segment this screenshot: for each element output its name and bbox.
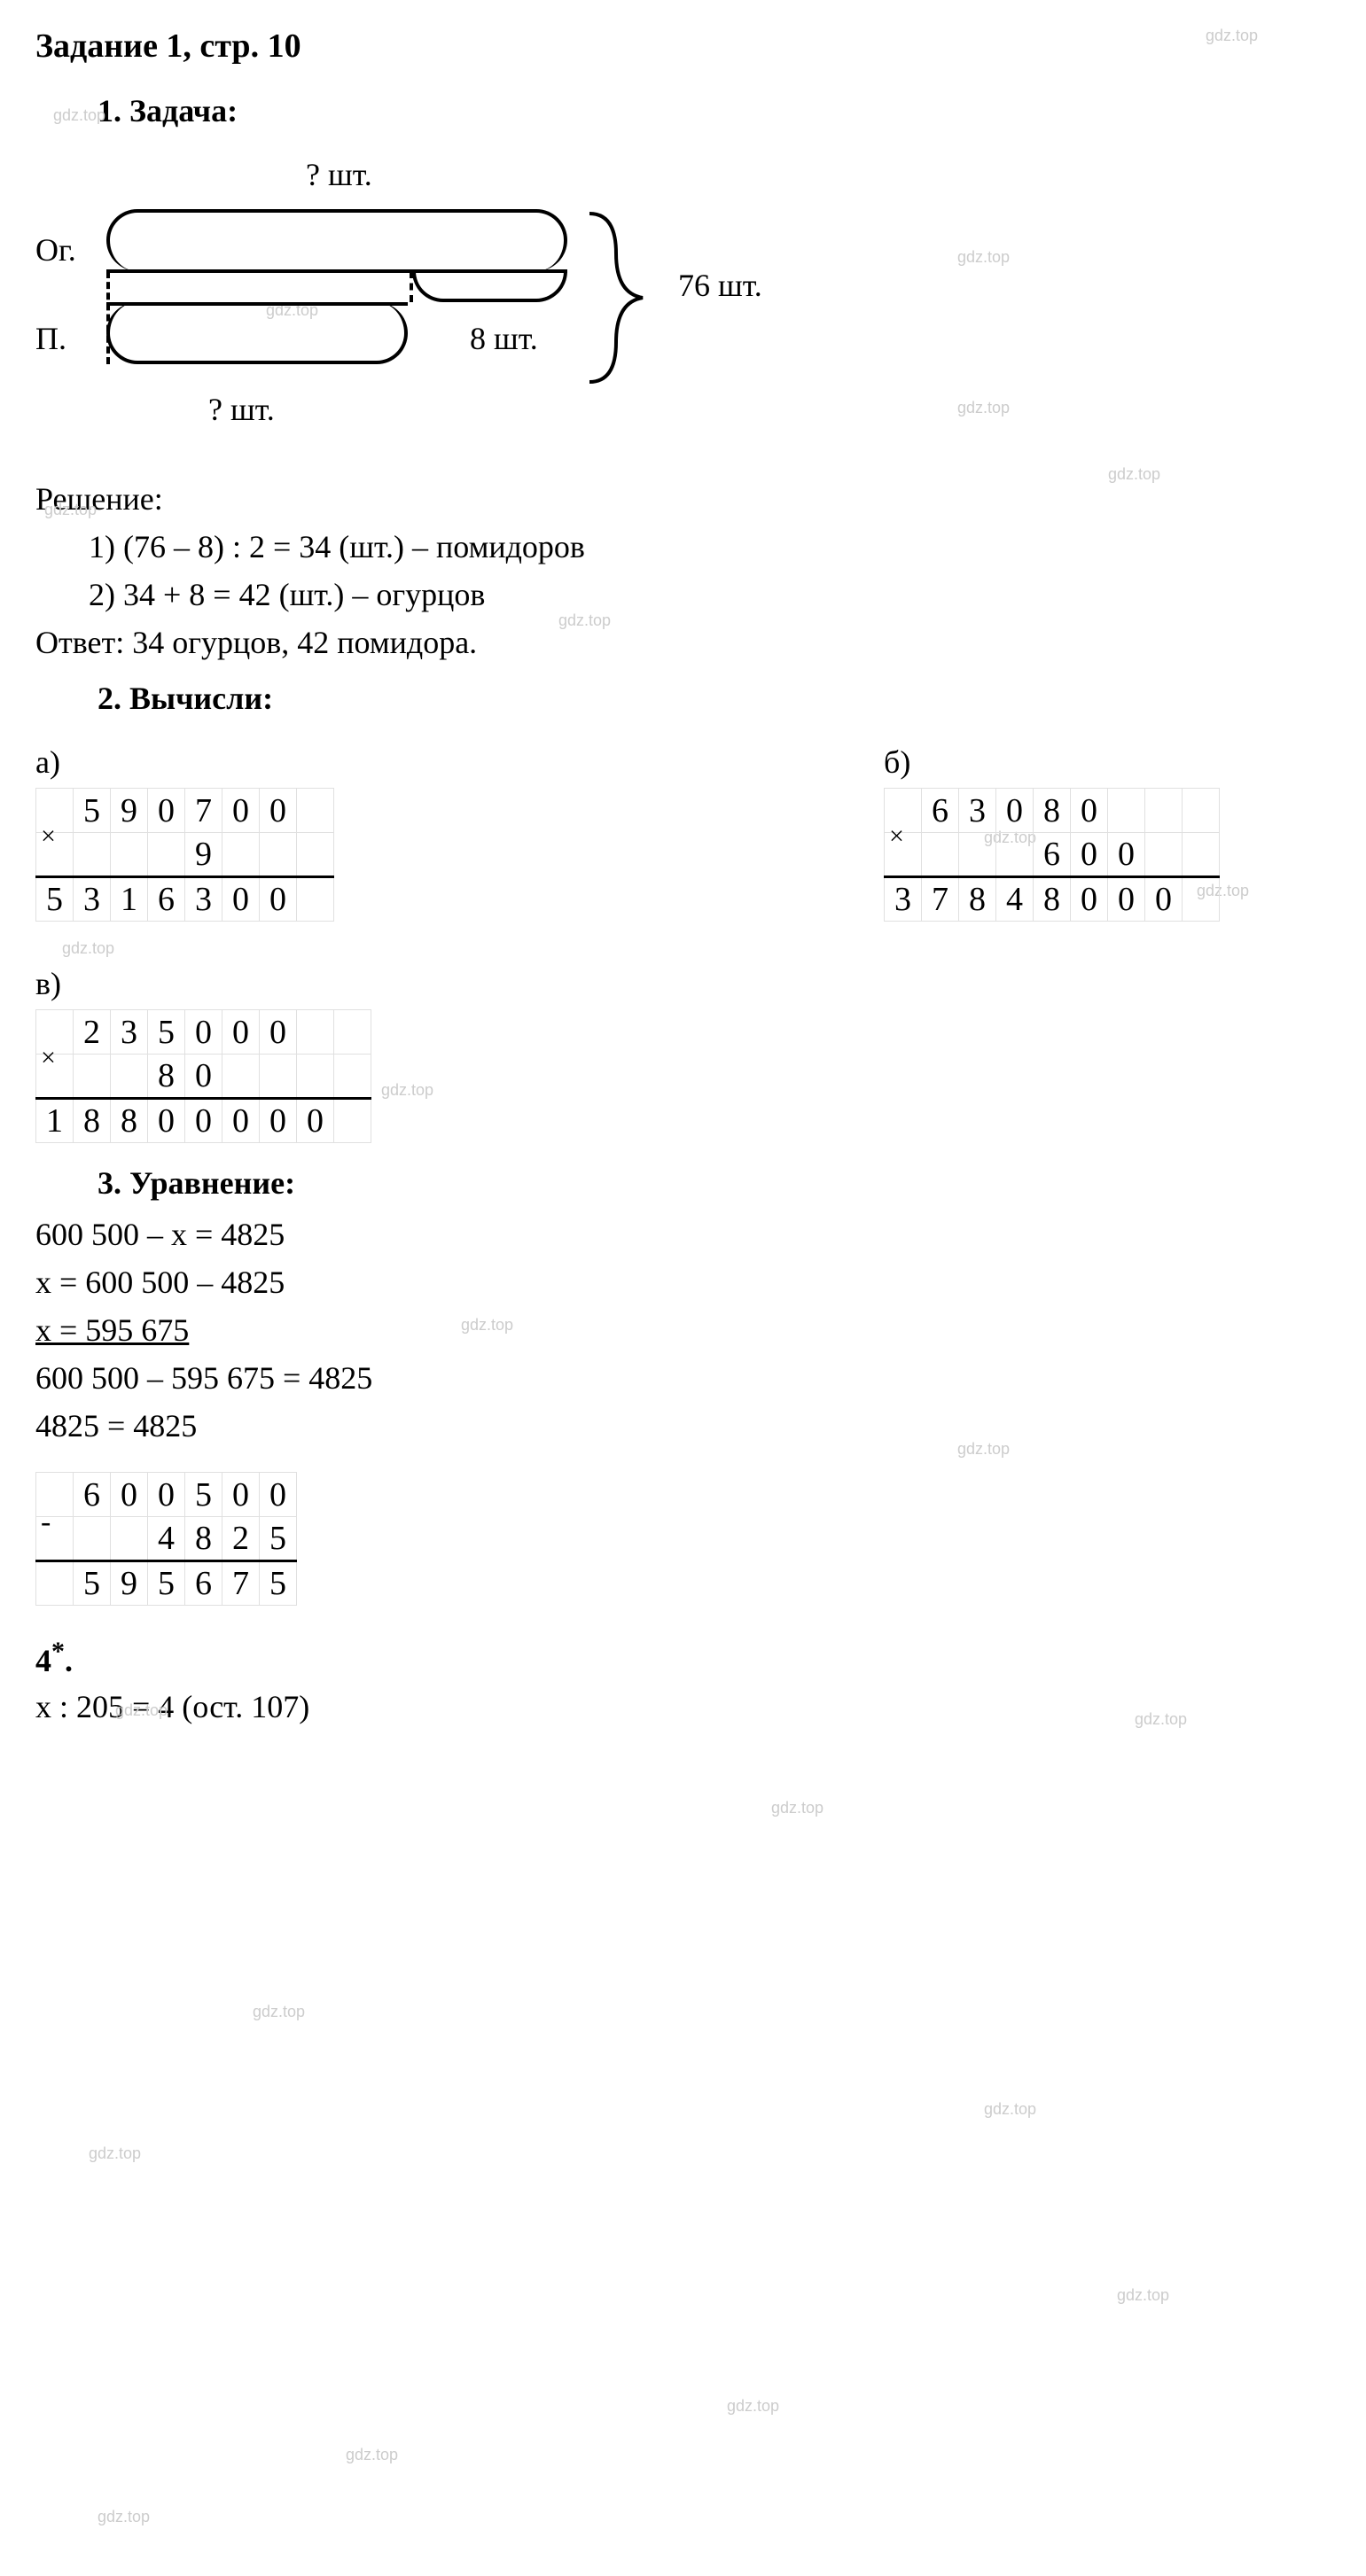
mult-sign: × bbox=[889, 821, 904, 852]
watermark: gdz.top bbox=[381, 1081, 433, 1100]
solution-line2: 2) 34 + 8 = 42 (шт.) – огурцов bbox=[89, 571, 1331, 619]
calc-b-label: б) bbox=[884, 743, 1220, 781]
eq-line5: 4825 = 4825 bbox=[35, 1402, 1331, 1450]
tomato-line bbox=[106, 302, 408, 306]
watermark: gdz.top bbox=[115, 1701, 168, 1720]
watermark: gdz.top bbox=[461, 1316, 513, 1335]
dash-mid bbox=[410, 271, 413, 302]
minus-sign: - bbox=[41, 1506, 51, 1539]
watermark: gdz.top bbox=[727, 2397, 779, 2416]
p-label: П. bbox=[35, 320, 66, 357]
calc-c-table: 2350008018800000 bbox=[35, 1009, 371, 1143]
watermark: gdz.top bbox=[957, 399, 1010, 417]
calc-b-table: 6308060037848000 bbox=[884, 788, 1220, 922]
section2-heading: 2. Вычисли: bbox=[98, 680, 1331, 717]
top-qty-label: ? шт. bbox=[306, 156, 372, 193]
eight-label: 8 шт. bbox=[470, 320, 538, 357]
calc-b: б) 6308060037848000× bbox=[884, 743, 1220, 930]
watermark: gdz.top bbox=[771, 1799, 824, 1817]
calc-c-label: в) bbox=[35, 965, 1331, 1002]
watermark: gdz.top bbox=[1135, 1710, 1187, 1729]
watermark: gdz.top bbox=[53, 106, 105, 125]
watermark: gdz.top bbox=[984, 2100, 1036, 2119]
eq-line3: x = 595 675 bbox=[35, 1306, 1331, 1354]
calc-a: а) 59070095316300× bbox=[35, 743, 334, 930]
watermark: gdz.top bbox=[1206, 27, 1258, 45]
watermark: gdz.top bbox=[346, 2446, 398, 2464]
calc-3-table: 6005004825595675 bbox=[35, 1472, 297, 1606]
page-title: Задание 1, стр. 10 bbox=[35, 27, 1331, 66]
eq-line1: 600 500 – x = 4825 bbox=[35, 1210, 1331, 1258]
watermark: gdz.top bbox=[1108, 465, 1160, 484]
brace-icon bbox=[581, 209, 660, 386]
mult-sign: × bbox=[41, 1043, 56, 1073]
calc-a-label: а) bbox=[35, 743, 334, 781]
equation-block: 600 500 – x = 4825 x = 600 500 – 4825 x … bbox=[35, 1210, 1331, 1450]
watermark: gdz.top bbox=[1117, 2286, 1169, 2305]
watermark: gdz.top bbox=[98, 2508, 150, 2526]
watermark: gdz.top bbox=[62, 939, 114, 958]
calc-a-table: 59070095316300 bbox=[35, 788, 334, 922]
watermark: gdz.top bbox=[558, 611, 611, 630]
solution-answer: Ответ: 34 огурцов, 42 помидора. bbox=[35, 619, 1331, 666]
watermark: gdz.top bbox=[957, 248, 1010, 267]
mult-sign: × bbox=[41, 821, 56, 852]
tomato-bar bbox=[106, 302, 408, 364]
solution-block: Решение: 1) (76 – 8) : 2 = 34 (шт.) – по… bbox=[35, 475, 1331, 666]
difference-arc bbox=[412, 271, 567, 302]
watermark: gdz.top bbox=[44, 501, 97, 519]
section1-heading: 1. Задача: bbox=[98, 92, 1331, 129]
watermark: gdz.top bbox=[253, 2003, 305, 2021]
solution-line1: 1) (76 – 8) : 2 = 34 (шт.) – помидоров bbox=[89, 523, 1331, 571]
og-label: Ог. bbox=[35, 231, 76, 268]
dash-left bbox=[106, 271, 110, 364]
watermark: gdz.top bbox=[957, 1440, 1010, 1459]
watermark: gdz.top bbox=[89, 2144, 141, 2163]
calc-c: в) 2350008018800000× bbox=[35, 965, 1331, 1151]
section4-heading: 4*. bbox=[35, 1637, 1331, 1679]
eq-line4: 600 500 – 595 675 = 4825 bbox=[35, 1354, 1331, 1402]
task-diagram: ? шт. Ог. П. 8 шт. 76 шт. ? шт. bbox=[35, 147, 833, 440]
cucumber-bar bbox=[106, 209, 567, 271]
bottom-qty-label: ? шт. bbox=[208, 391, 275, 428]
section3-heading: 3. Уравнение: bbox=[98, 1164, 1331, 1202]
eq-line2: x = 600 500 – 4825 bbox=[35, 1258, 1331, 1306]
total-label: 76 шт. bbox=[678, 267, 762, 304]
